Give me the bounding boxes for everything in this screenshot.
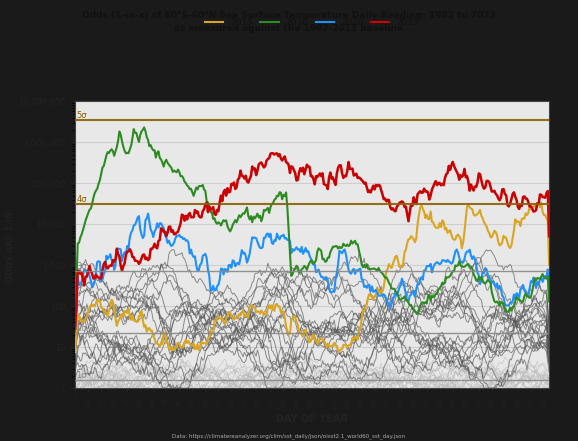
2015: [202, 341, 209, 346]
2023: [479, 183, 486, 188]
2023: [72, 326, 79, 331]
2015: [524, 213, 531, 218]
2023: [202, 202, 209, 207]
Text: Data: https://climatereanalyzer.org/clim/sst_daily/json/oisst2.1_world60_sst_day: Data: https://climatereanalyzer.org/clim…: [172, 433, 406, 439]
Text: 2σ: 2σ: [76, 324, 87, 333]
Text: Odds (1-in-x) of 60°S-60°N Sea Surface Temperature Daily Reading: 1982 to 2023: Odds (1-in-x) of 60°S-60°N Sea Surface T…: [82, 11, 496, 20]
Legend: 2015, 2016, 2020, 2023: 2015, 2016, 2020, 2023: [202, 14, 423, 30]
2016: [140, 125, 147, 130]
2015: [546, 262, 553, 267]
2015: [72, 350, 79, 355]
2016: [262, 208, 269, 213]
Line: 2016: 2016: [75, 127, 549, 318]
2015: [263, 312, 270, 318]
2020: [262, 235, 269, 240]
2020: [72, 324, 79, 329]
2016: [72, 316, 79, 321]
2023: [525, 199, 532, 205]
2020: [264, 231, 271, 236]
2023: [546, 234, 553, 239]
2015: [261, 312, 268, 317]
Text: 1σ: 1σ: [76, 371, 87, 380]
2023: [263, 158, 270, 163]
Line: 2023: 2023: [75, 153, 549, 329]
2020: [546, 295, 553, 300]
2020: [479, 269, 486, 275]
2023: [268, 150, 275, 156]
2020: [525, 294, 532, 299]
Text: 3σ: 3σ: [76, 262, 87, 271]
2020: [144, 211, 151, 216]
2023: [261, 165, 268, 170]
2016: [546, 299, 553, 304]
2016: [203, 198, 210, 204]
2016: [173, 170, 180, 175]
Line: 2020: 2020: [75, 213, 549, 326]
Line: 2015: 2015: [75, 203, 549, 352]
Y-axis label: ODDS ARE 1-IN-: ODDS ARE 1-IN-: [6, 208, 16, 282]
2020: [203, 255, 210, 261]
Text: 4σ: 4σ: [76, 195, 87, 204]
2015: [538, 200, 544, 206]
X-axis label: DAY OF YEAR: DAY OF YEAR: [276, 414, 348, 424]
2015: [172, 345, 179, 351]
2023: [172, 232, 179, 237]
2016: [525, 294, 532, 299]
2016: [264, 206, 271, 211]
2016: [479, 279, 486, 284]
2020: [173, 233, 180, 239]
Text: 5σ: 5σ: [76, 111, 87, 120]
2015: [478, 213, 485, 219]
Text: as measured against the 1982-2011 baseline: as measured against the 1982-2011 baseli…: [175, 24, 403, 33]
